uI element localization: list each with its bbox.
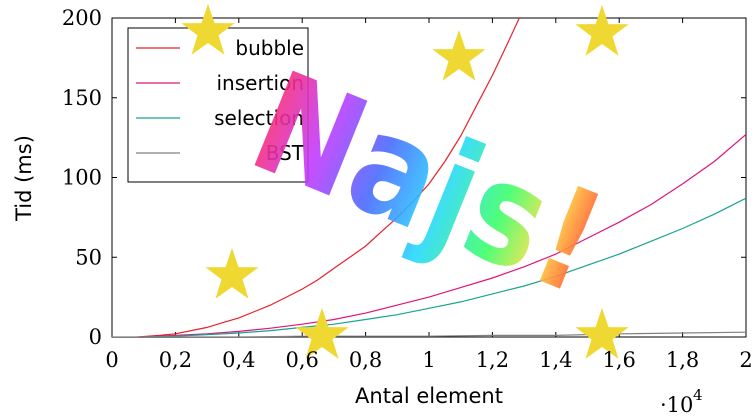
legend-label: bubble: [235, 36, 304, 60]
x-tick-label: 1,8: [666, 348, 699, 372]
x-tick-label: 0,6: [285, 348, 318, 372]
x-tick-label: 1,2: [476, 348, 509, 372]
x-tick-label: 1,6: [602, 348, 635, 372]
x-tick-label: 0,8: [349, 348, 382, 372]
x-tick-label: 2: [739, 348, 752, 372]
star-icon: [181, 4, 235, 55]
series-line-bubble: [137, 18, 520, 337]
y-tick-label: 0: [89, 325, 102, 349]
y-tick-label: 100: [62, 166, 102, 190]
word-art: Najs!: [231, 42, 624, 327]
y-tick-label: 150: [62, 86, 102, 110]
x-tick-label: 1: [422, 348, 435, 372]
x-tick-label: 1,4: [539, 348, 572, 372]
star-icon: [575, 5, 629, 56]
star-icon: [432, 30, 486, 81]
series-line-bst: [112, 331, 746, 337]
legend-label: BST: [266, 141, 305, 165]
star-icon: [205, 248, 259, 299]
legend-label: insertion: [217, 71, 305, 95]
series-line-selection: [143, 197, 746, 337]
y-axis-title: Tid (ms): [12, 135, 36, 222]
y-tick-label: 200: [62, 6, 102, 30]
x-multiplier: ·10: [660, 393, 693, 417]
x-axis-title: Antal element: [355, 384, 503, 408]
x-tick-label: 0,4: [222, 348, 255, 372]
y-tick-label: 50: [75, 245, 102, 269]
star-icon: [295, 308, 349, 359]
legend-box: [127, 27, 309, 183]
star-icon: [575, 308, 629, 359]
x-tick-label: 0,2: [159, 348, 192, 372]
x-multiplier-exp: 4: [693, 386, 703, 404]
series-line-insertion: [143, 133, 746, 337]
legend-label: selection: [214, 106, 304, 130]
x-tick-label: 0: [105, 348, 118, 372]
